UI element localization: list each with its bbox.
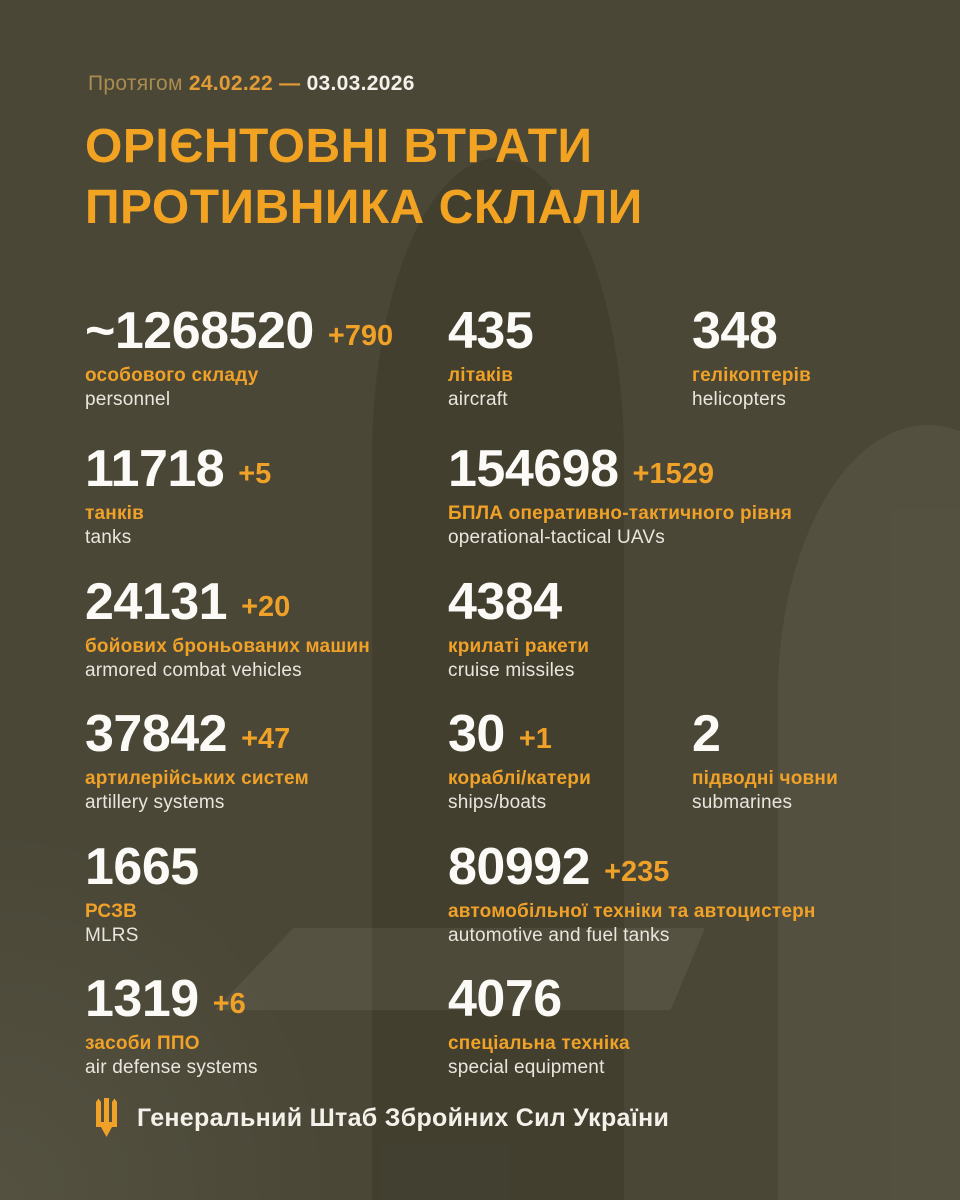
- footer-org-name: Генеральний Штаб Збройних Сил України: [137, 1103, 670, 1132]
- stat-increment: +47: [241, 723, 291, 755]
- stat-artillery: 37842 +47 артилерійських систем artiller…: [85, 708, 309, 815]
- stat-cruise-missiles: 4384 крилаті ракети cruise missiles: [448, 576, 589, 683]
- stat-label-ua: засоби ППО: [85, 1033, 200, 1054]
- stat-increment: +6: [212, 988, 246, 1020]
- stat-label-ua: БПЛА оперативно-тактичного рівня: [448, 503, 793, 524]
- stat-label-en: ships/boats: [448, 792, 547, 813]
- stat-label-en: MLRS: [85, 925, 139, 946]
- stat-air-defense: 1319 +6 засоби ППО air defense systems: [85, 973, 258, 1080]
- period-line: Протягом 24.02.22 — 03.03.2026: [88, 72, 415, 96]
- stat-label-en: tanks: [85, 527, 132, 548]
- stat-increment: +5: [238, 458, 272, 490]
- title-line-1: ОРІЄНТОВНІ ВТРАТИ: [85, 120, 593, 173]
- stat-label-en: cruise missiles: [448, 660, 575, 681]
- tryzub-trident-icon: [93, 1098, 120, 1138]
- stat-aircraft: 435 літаків aircraft: [448, 302, 534, 412]
- stat-label-en: automotive and fuel tanks: [448, 925, 670, 946]
- stat-value: 2: [692, 705, 721, 763]
- stat-label-ua: кораблі/катери: [448, 768, 591, 789]
- footer: Генеральний Штаб Збройних Сил України: [93, 1098, 669, 1138]
- stat-special-equipment: 4076 спеціальна техніка special equipmen…: [448, 973, 630, 1080]
- stat-value: 435: [448, 302, 534, 360]
- stat-label-ua: підводні човни: [692, 768, 838, 789]
- stat-label-ua: танків: [85, 503, 145, 524]
- period-end-date: 03.03.2026: [306, 72, 415, 95]
- stat-label-en: operational-tactical UAVs: [448, 527, 665, 548]
- stat-label-ua: РСЗВ: [85, 901, 138, 922]
- stat-value: 4076: [448, 970, 562, 1028]
- stat-label-en: artillery systems: [85, 792, 225, 813]
- stat-armored-vehicles: 24131 +20 бойових броньованих машин armo…: [85, 576, 370, 683]
- stat-value: 154698: [448, 440, 619, 498]
- stat-value: 11718: [85, 440, 225, 498]
- stat-submarines: 2 підводні човни submarines: [692, 708, 838, 815]
- title-line-2: ПРОТИВНИКА СКЛАЛИ: [85, 181, 643, 234]
- stat-increment: +20: [241, 591, 291, 623]
- stat-value: 24131: [85, 573, 228, 631]
- stat-increment: +790: [327, 320, 394, 352]
- stat-label-en: personnel: [85, 389, 171, 410]
- stat-label-en: aircraft: [448, 389, 508, 410]
- stat-label-ua: автомобільної техніки та автоцистерн: [448, 901, 816, 922]
- page-title: ОРІЄНТОВНІ ВТРАТИ ПРОТИВНИКА СКЛАЛИ: [85, 116, 643, 238]
- stat-value: 4384: [448, 573, 562, 631]
- stat-automotive: 80992 +235 автомобільної техніки та авто…: [448, 841, 816, 948]
- stat-ships: 30 +1 кораблі/катери ships/boats: [448, 708, 591, 815]
- stat-value: 1665: [85, 838, 199, 896]
- stat-value: 30: [448, 705, 505, 763]
- stat-label-ua: артилерійських систем: [85, 768, 309, 789]
- stat-label-ua: гелікоптерів: [692, 365, 812, 386]
- stat-value: 80992: [448, 838, 591, 896]
- stat-uavs: 154698 +1529 БПЛА оперативно-тактичного …: [448, 443, 792, 550]
- period-start-date: 24.02.22 —: [188, 72, 301, 95]
- stat-label-ua: літаків: [448, 365, 514, 386]
- stat-increment: +1529: [632, 458, 714, 490]
- stat-value: 37842: [85, 705, 228, 763]
- stat-increment: +1: [518, 723, 552, 755]
- stat-label-ua: крилаті ракети: [448, 636, 590, 657]
- stat-mlrs: 1665 РСЗВ MLRS: [85, 841, 199, 948]
- stat-value: ~1268520: [85, 302, 314, 360]
- stat-personnel: ~1268520 +790 особового складу personnel: [85, 305, 393, 412]
- stat-label-en: helicopters: [692, 389, 787, 410]
- stat-label-en: armored combat vehicles: [85, 660, 302, 681]
- stat-value: 1319: [85, 970, 199, 1028]
- stat-increment: +235: [604, 856, 670, 888]
- stat-label-en: air defense systems: [85, 1057, 258, 1078]
- stat-label-ua: бойових броньованих машин: [85, 636, 370, 657]
- stat-label-en: submarines: [692, 792, 793, 813]
- stat-label-ua: особового складу: [85, 365, 259, 386]
- stat-helicopters: 348 гелікоптерів helicopters: [692, 305, 811, 412]
- period-prefix: Протягом: [88, 72, 183, 95]
- stat-tanks: 11718 +5 танків tanks: [85, 443, 271, 550]
- stat-label-ua: спеціальна техніка: [448, 1033, 630, 1054]
- stat-value: 348: [692, 302, 778, 360]
- stat-label-en: special equipment: [448, 1057, 605, 1078]
